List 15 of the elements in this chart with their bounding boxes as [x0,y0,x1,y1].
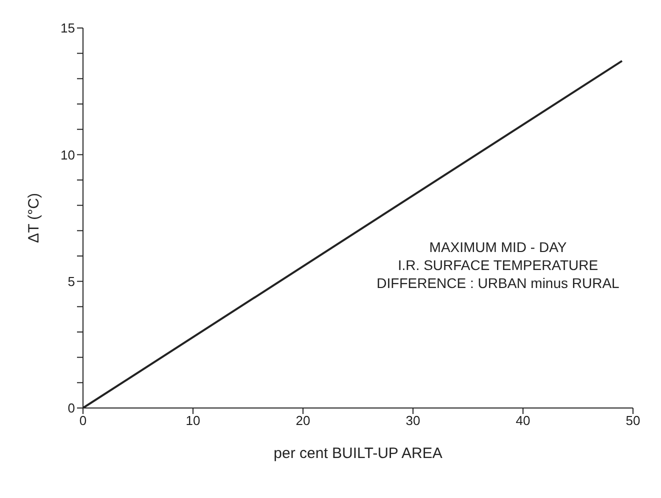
x-tick-label: 50 [626,413,640,428]
annotation: I.R. SURFACE TEMPERATURE [396,256,600,274]
x-tick-label: 0 [79,413,87,428]
x-tick-label: 10 [186,413,200,428]
annotation: DIFFERENCE : URBAN minus RURAL [376,274,620,292]
x-axis-title: per cent BUILT-UP AREA [274,445,442,462]
x-tick-label: 30 [406,413,420,428]
y-tick-label: 5 [68,274,75,289]
annotation: MAXIMUM MID - DAY [428,238,568,256]
y-tick-label: 15 [60,20,75,36]
y-axis-title: ΔT (°C) [25,193,42,243]
y-tick-label: 10 [60,147,75,162]
y-tick-label: 0 [68,400,75,416]
x-tick-label: 20 [296,413,310,428]
x-tick-label: 40 [516,413,530,428]
